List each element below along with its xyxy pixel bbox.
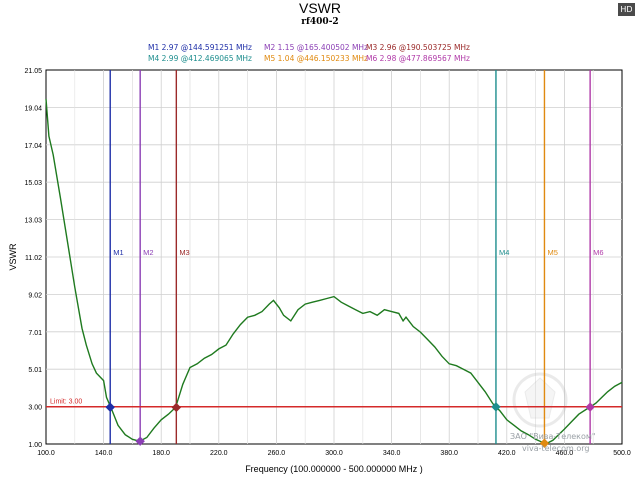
- y-tick-label: 1.00: [28, 442, 42, 449]
- series-line-vswr: [45, 98, 623, 445]
- marker-point-m1: [105, 402, 115, 412]
- x-axis-label: Frequency (100.000000 - 500.000000 MHz ): [245, 464, 423, 474]
- marker-label-m4: M4: [499, 248, 509, 257]
- marker-point-m5: [539, 438, 550, 448]
- y-tick-label: 9.02: [28, 292, 42, 299]
- legend-marker-value: 1.04 @446.150233 MHz: [277, 54, 368, 63]
- x-axis-ticks: 100.0 140.0 180.0 220.0 260.0 300.0 340.0 380.0…: [37, 450, 631, 457]
- grid: [46, 70, 622, 444]
- y-tick-label: 17.04: [24, 143, 42, 150]
- x-tick-label: 180.0: [152, 450, 170, 457]
- marker-point-m4: [491, 402, 501, 412]
- legend-marker-name: M3: [366, 43, 380, 52]
- y-tick-label: 15.03: [24, 180, 42, 187]
- legend-m4: M4 2.99 @412.469065 MHz: [148, 54, 252, 63]
- legend-marker-name: M1: [148, 43, 162, 52]
- chart-subtitle: rf400-2: [301, 17, 339, 27]
- hd-badge[interactable]: HD: [618, 3, 635, 16]
- marker-point-m6: [585, 402, 595, 412]
- legend-marker-value: 1.15 @165.400502 MHz: [277, 43, 368, 52]
- x-tick-label: 260.0: [268, 450, 286, 457]
- x-tick-label: 340.0: [383, 450, 401, 457]
- legend-m1: M1 2.97 @144.591251 MHz: [148, 43, 252, 52]
- legend-m6: M6 2.98 @477.869567 MHz: [366, 54, 470, 63]
- y-tick-label: 13.03: [24, 218, 42, 225]
- chart-title: VSWR: [299, 0, 341, 16]
- marker-point-m3: [171, 402, 182, 413]
- x-tick-label: 460.0: [556, 450, 574, 457]
- y-tick-label: 7.01: [28, 330, 42, 337]
- legend-marker-value: 2.99 @412.469065 MHz: [161, 54, 252, 63]
- y-axis-label: VSWR: [8, 243, 18, 271]
- legend-marker-name: M6: [366, 54, 380, 63]
- legend-m2: M2 1.15 @165.400502 MHz: [264, 43, 368, 52]
- x-tick-label: 220.0: [210, 450, 228, 457]
- x-tick-label: 500.0: [613, 450, 631, 457]
- y-tick-label: 5.01: [28, 367, 42, 374]
- x-tick-label: 140.0: [95, 450, 113, 457]
- watermark-logo-icon: [512, 372, 568, 428]
- legend-marker-name: M4: [148, 54, 162, 63]
- marker-label-m5: M5: [547, 248, 557, 257]
- marker-label-m1: M1: [113, 248, 123, 257]
- marker-point-m2: [135, 436, 145, 446]
- legend-marker-value: 2.96 @190.503725 MHz: [379, 43, 470, 52]
- x-tick-label: 300.0: [325, 450, 343, 457]
- legend-marker-name: M2: [264, 43, 278, 52]
- watermark-company: ЗАО "Вива-Телеком": [510, 432, 596, 441]
- marker-points: [105, 402, 595, 448]
- legend-m3: M3 2.96 @190.503725 MHz: [366, 43, 470, 52]
- marker-lines: M1 M2 M3 M4 M5 M6: [109, 70, 604, 444]
- marker-label-m2: M2: [143, 248, 153, 257]
- y-tick-label: 19.04: [24, 105, 42, 112]
- legend-marker-value: 2.97 @144.591251 MHz: [161, 43, 252, 52]
- limit-label: Limit: 3.00: [50, 399, 82, 406]
- x-tick-label: 420.0: [498, 450, 516, 457]
- marker-label-m6: M6: [593, 248, 603, 257]
- x-tick-label: 380.0: [440, 450, 458, 457]
- legend-marker-name: M5: [264, 54, 278, 63]
- marker-label-m3: M3: [179, 248, 189, 257]
- legend-m5: M5 1.04 @446.150233 MHz: [264, 54, 368, 63]
- y-axis-ticks: 21.05 19.04 17.04 15.03 13.03 11.02 9.02 7.01 5.…: [24, 68, 42, 449]
- x-tick-label: 100.0: [37, 450, 55, 457]
- y-tick-label: 11.02: [25, 255, 42, 262]
- watermark-url: viva-telecom.org: [522, 444, 590, 453]
- y-tick-label: 21.05: [24, 68, 42, 75]
- y-tick-label: 3.00: [28, 405, 42, 412]
- legend-marker-value: 2.98 @477.869567 MHz: [379, 54, 470, 63]
